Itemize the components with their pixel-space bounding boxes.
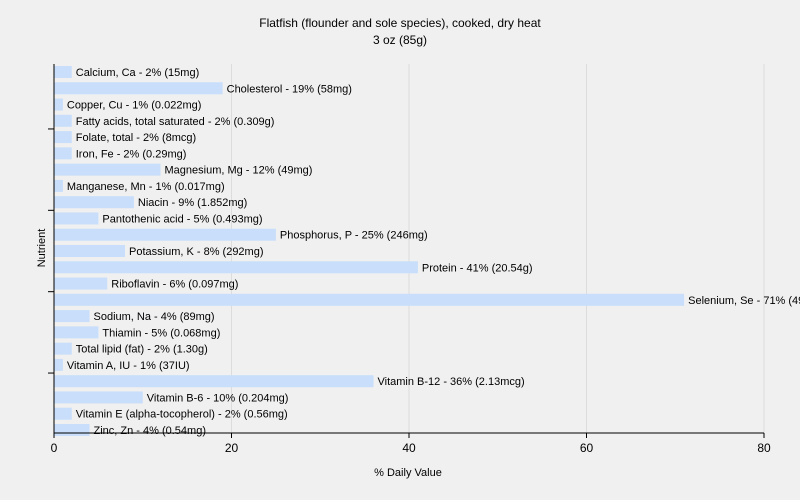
bar-label: Sodium, Na - 4% (89mg) bbox=[94, 311, 215, 323]
x-tick-label: 60 bbox=[580, 441, 594, 455]
bar bbox=[54, 179, 63, 192]
bar bbox=[54, 98, 63, 111]
bar bbox=[54, 114, 72, 127]
bar-label: Phosphorus, P - 25% (246mg) bbox=[280, 230, 428, 242]
bar-label: Manganese, Mn - 1% (0.017mg) bbox=[67, 181, 225, 193]
bar-label: Pantothenic acid - 5% (0.493mg) bbox=[102, 213, 262, 225]
bar-label: Vitamin A, IU - 1% (37IU) bbox=[67, 360, 190, 372]
x-tick-label: 20 bbox=[225, 441, 239, 455]
bar bbox=[54, 66, 72, 78]
bar bbox=[54, 261, 418, 274]
bar bbox=[54, 277, 108, 290]
bar bbox=[54, 163, 161, 176]
y-axis-title: Nutrient bbox=[36, 229, 48, 268]
bar-label: Potassium, K - 8% (292mg) bbox=[129, 246, 264, 258]
bar-label: Magnesium, Mg - 12% (49mg) bbox=[165, 165, 313, 177]
bar bbox=[54, 245, 125, 257]
bars-group: Calcium, Ca - 2% (15mg) Cholesterol - 19%… bbox=[54, 66, 800, 437]
bar bbox=[54, 342, 72, 355]
bar bbox=[54, 293, 685, 306]
bar bbox=[54, 212, 99, 225]
bar-label: Protein - 41% (20.54g) bbox=[422, 262, 533, 274]
x-tick-label: 0 bbox=[51, 441, 58, 455]
bar bbox=[54, 228, 276, 241]
bar-label: Riboflavin - 6% (0.097mg) bbox=[111, 279, 238, 291]
bar bbox=[54, 391, 143, 404]
bar bbox=[54, 375, 374, 388]
bar-label: Vitamin B-6 - 10% (0.204mg) bbox=[147, 392, 289, 404]
bar-label: Niacin - 9% (1.852mg) bbox=[138, 197, 247, 209]
bar-label: Calcium, Ca - 2% (15mg) bbox=[76, 67, 199, 79]
x-tick-label: 80 bbox=[757, 441, 771, 455]
bar bbox=[54, 196, 134, 209]
bar-label: Vitamin E (alpha-tocopherol) - 2% (0.56m… bbox=[76, 409, 288, 421]
bar-label: Copper, Cu - 1% (0.022mg) bbox=[67, 100, 202, 112]
bar-label: Vitamin B-12 - 36% (2.13mcg) bbox=[378, 376, 525, 388]
axes-group: 0 20 40 60 80 bbox=[48, 64, 771, 455]
gridlines bbox=[231, 64, 765, 433]
bar bbox=[54, 82, 223, 95]
x-axis-title: % Daily Value bbox=[374, 467, 442, 479]
bar-label: Folate, total - 2% (8mcg) bbox=[76, 132, 196, 144]
bar-label: Zinc, Zn - 4% (0.54mg) bbox=[94, 425, 206, 437]
bar bbox=[54, 326, 99, 339]
bar bbox=[54, 310, 90, 323]
bar bbox=[54, 358, 63, 371]
bar bbox=[54, 407, 72, 420]
bar-label: Selenium, Se - 71% (49.5mcg) bbox=[688, 295, 800, 307]
bar-label: Cholesterol - 19% (58mg) bbox=[227, 83, 352, 95]
bar bbox=[54, 424, 90, 436]
x-tick-label: 40 bbox=[402, 441, 416, 455]
bar-label: Total lipid (fat) - 2% (1.30g) bbox=[76, 344, 208, 356]
chart-title: Flatfish (flounder and sole species), co… bbox=[259, 16, 541, 30]
bar-label: Iron, Fe - 2% (0.29mg) bbox=[76, 148, 187, 160]
bar-label: Thiamin - 5% (0.068mg) bbox=[102, 327, 220, 339]
bar bbox=[54, 131, 72, 144]
chart-subtitle: 3 oz (85g) bbox=[373, 33, 427, 47]
bar-label: Fatty acids, total saturated - 2% (0.309… bbox=[76, 116, 275, 128]
bar bbox=[54, 147, 72, 160]
